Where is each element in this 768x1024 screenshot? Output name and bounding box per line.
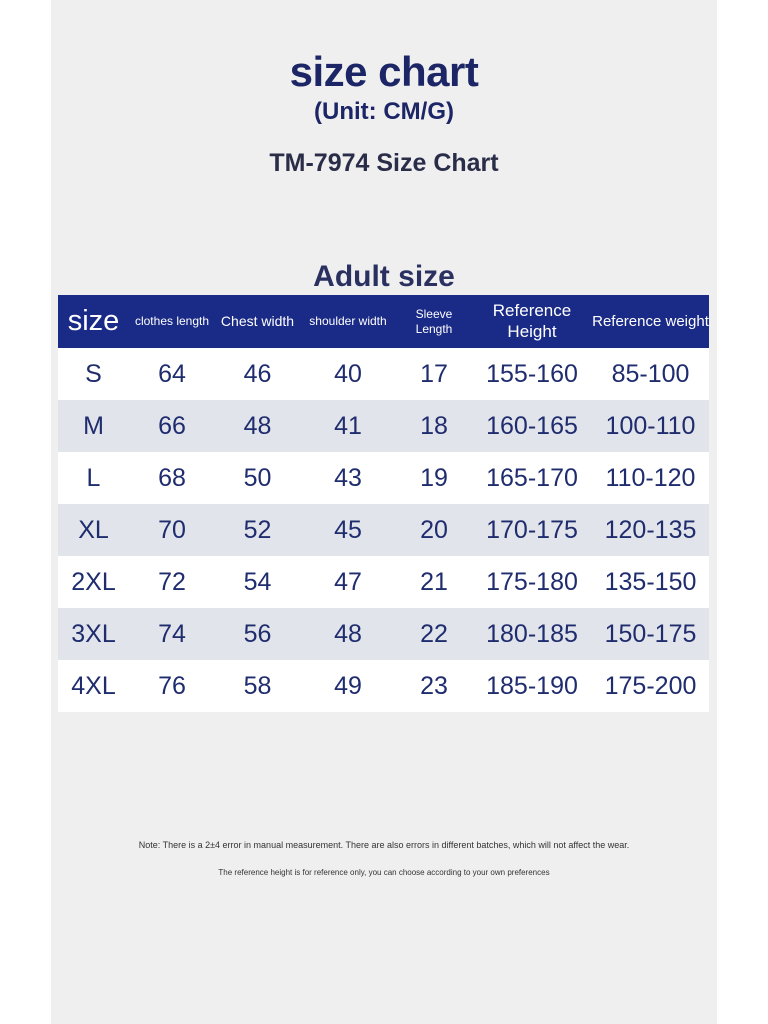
cell-reference-weight: 100-110 xyxy=(592,400,709,452)
cell-chest-width: 48 xyxy=(215,400,300,452)
column-header-reference-weight: Reference weight xyxy=(592,295,709,348)
cell-reference-height: 180-185 xyxy=(472,608,592,660)
table-row: M 66 48 41 18 160-165 100-110 xyxy=(58,400,709,452)
cell-clothes-length: 66 xyxy=(129,400,215,452)
cell-reference-height: 155-160 xyxy=(472,348,592,400)
column-header-clothes-length: clothes length xyxy=(129,295,215,348)
table-row: 3XL 74 56 48 22 180-185 150-175 xyxy=(58,608,709,660)
cell-shoulder-width: 45 xyxy=(300,504,396,556)
cell-reference-weight: 150-175 xyxy=(592,608,709,660)
cell-reference-height: 170-175 xyxy=(472,504,592,556)
table-row: 4XL 76 58 49 23 185-190 175-200 xyxy=(58,660,709,712)
column-header-chest-width: Chest width xyxy=(215,295,300,348)
cell-reference-height: 185-190 xyxy=(472,660,592,712)
cell-sleeve-length: 21 xyxy=(396,556,472,608)
cell-clothes-length: 70 xyxy=(129,504,215,556)
cell-shoulder-width: 48 xyxy=(300,608,396,660)
table-header-row: size clothes length Chest width shoulder… xyxy=(58,295,709,348)
table-row: 2XL 72 54 47 21 175-180 135-150 xyxy=(58,556,709,608)
cell-reference-height: 160-165 xyxy=(472,400,592,452)
cell-clothes-length: 74 xyxy=(129,608,215,660)
cell-reference-weight: 175-200 xyxy=(592,660,709,712)
cell-clothes-length: 72 xyxy=(129,556,215,608)
table-row: S 64 46 40 17 155-160 85-100 xyxy=(58,348,709,400)
cell-chest-width: 56 xyxy=(215,608,300,660)
column-header-sleeve-length: Sleeve Length xyxy=(396,295,472,348)
cell-shoulder-width: 43 xyxy=(300,452,396,504)
cell-sleeve-length: 19 xyxy=(396,452,472,504)
model-label: TM-7974 Size Chart xyxy=(269,149,499,177)
cell-reference-weight: 110-120 xyxy=(592,452,709,504)
cell-size: L xyxy=(58,452,129,504)
cell-chest-width: 46 xyxy=(215,348,300,400)
cell-sleeve-length: 20 xyxy=(396,504,472,556)
cell-shoulder-width: 40 xyxy=(300,348,396,400)
cell-clothes-length: 64 xyxy=(129,348,215,400)
table-row: XL 70 52 45 20 170-175 120-135 xyxy=(58,504,709,556)
reference-note: The reference height is for reference on… xyxy=(218,868,550,877)
unit-label: (Unit: CM/G) xyxy=(314,98,454,125)
cell-chest-width: 54 xyxy=(215,556,300,608)
cell-reference-weight: 135-150 xyxy=(592,556,709,608)
cell-sleeve-length: 22 xyxy=(396,608,472,660)
cell-reference-weight: 85-100 xyxy=(592,348,709,400)
table-row: L 68 50 43 19 165-170 110-120 xyxy=(58,452,709,504)
cell-clothes-length: 76 xyxy=(129,660,215,712)
cell-size: M xyxy=(58,400,129,452)
cell-reference-height: 175-180 xyxy=(472,556,592,608)
column-header-reference-height: Reference Height xyxy=(472,295,592,348)
cell-chest-width: 50 xyxy=(215,452,300,504)
measurement-note: Note: There is a 2±4 error in manual mea… xyxy=(138,840,630,850)
cell-size: 2XL xyxy=(58,556,129,608)
cell-size: S xyxy=(58,348,129,400)
section-title: Adult size xyxy=(313,260,455,293)
cell-size: 4XL xyxy=(58,660,129,712)
page-title: size chart xyxy=(289,48,479,95)
cell-sleeve-length: 23 xyxy=(396,660,472,712)
cell-reference-height: 165-170 xyxy=(472,452,592,504)
cell-sleeve-length: 17 xyxy=(396,348,472,400)
cell-size: 3XL xyxy=(58,608,129,660)
cell-sleeve-length: 18 xyxy=(396,400,472,452)
column-header-shoulder-width: shoulder width xyxy=(300,295,396,348)
cell-shoulder-width: 41 xyxy=(300,400,396,452)
cell-shoulder-width: 47 xyxy=(300,556,396,608)
cell-shoulder-width: 49 xyxy=(300,660,396,712)
cell-reference-weight: 120-135 xyxy=(592,504,709,556)
cell-chest-width: 58 xyxy=(215,660,300,712)
cell-size: XL xyxy=(58,504,129,556)
cell-chest-width: 52 xyxy=(215,504,300,556)
size-table: size clothes length Chest width shoulder… xyxy=(58,295,709,712)
column-header-size: size xyxy=(58,295,129,348)
cell-clothes-length: 68 xyxy=(129,452,215,504)
